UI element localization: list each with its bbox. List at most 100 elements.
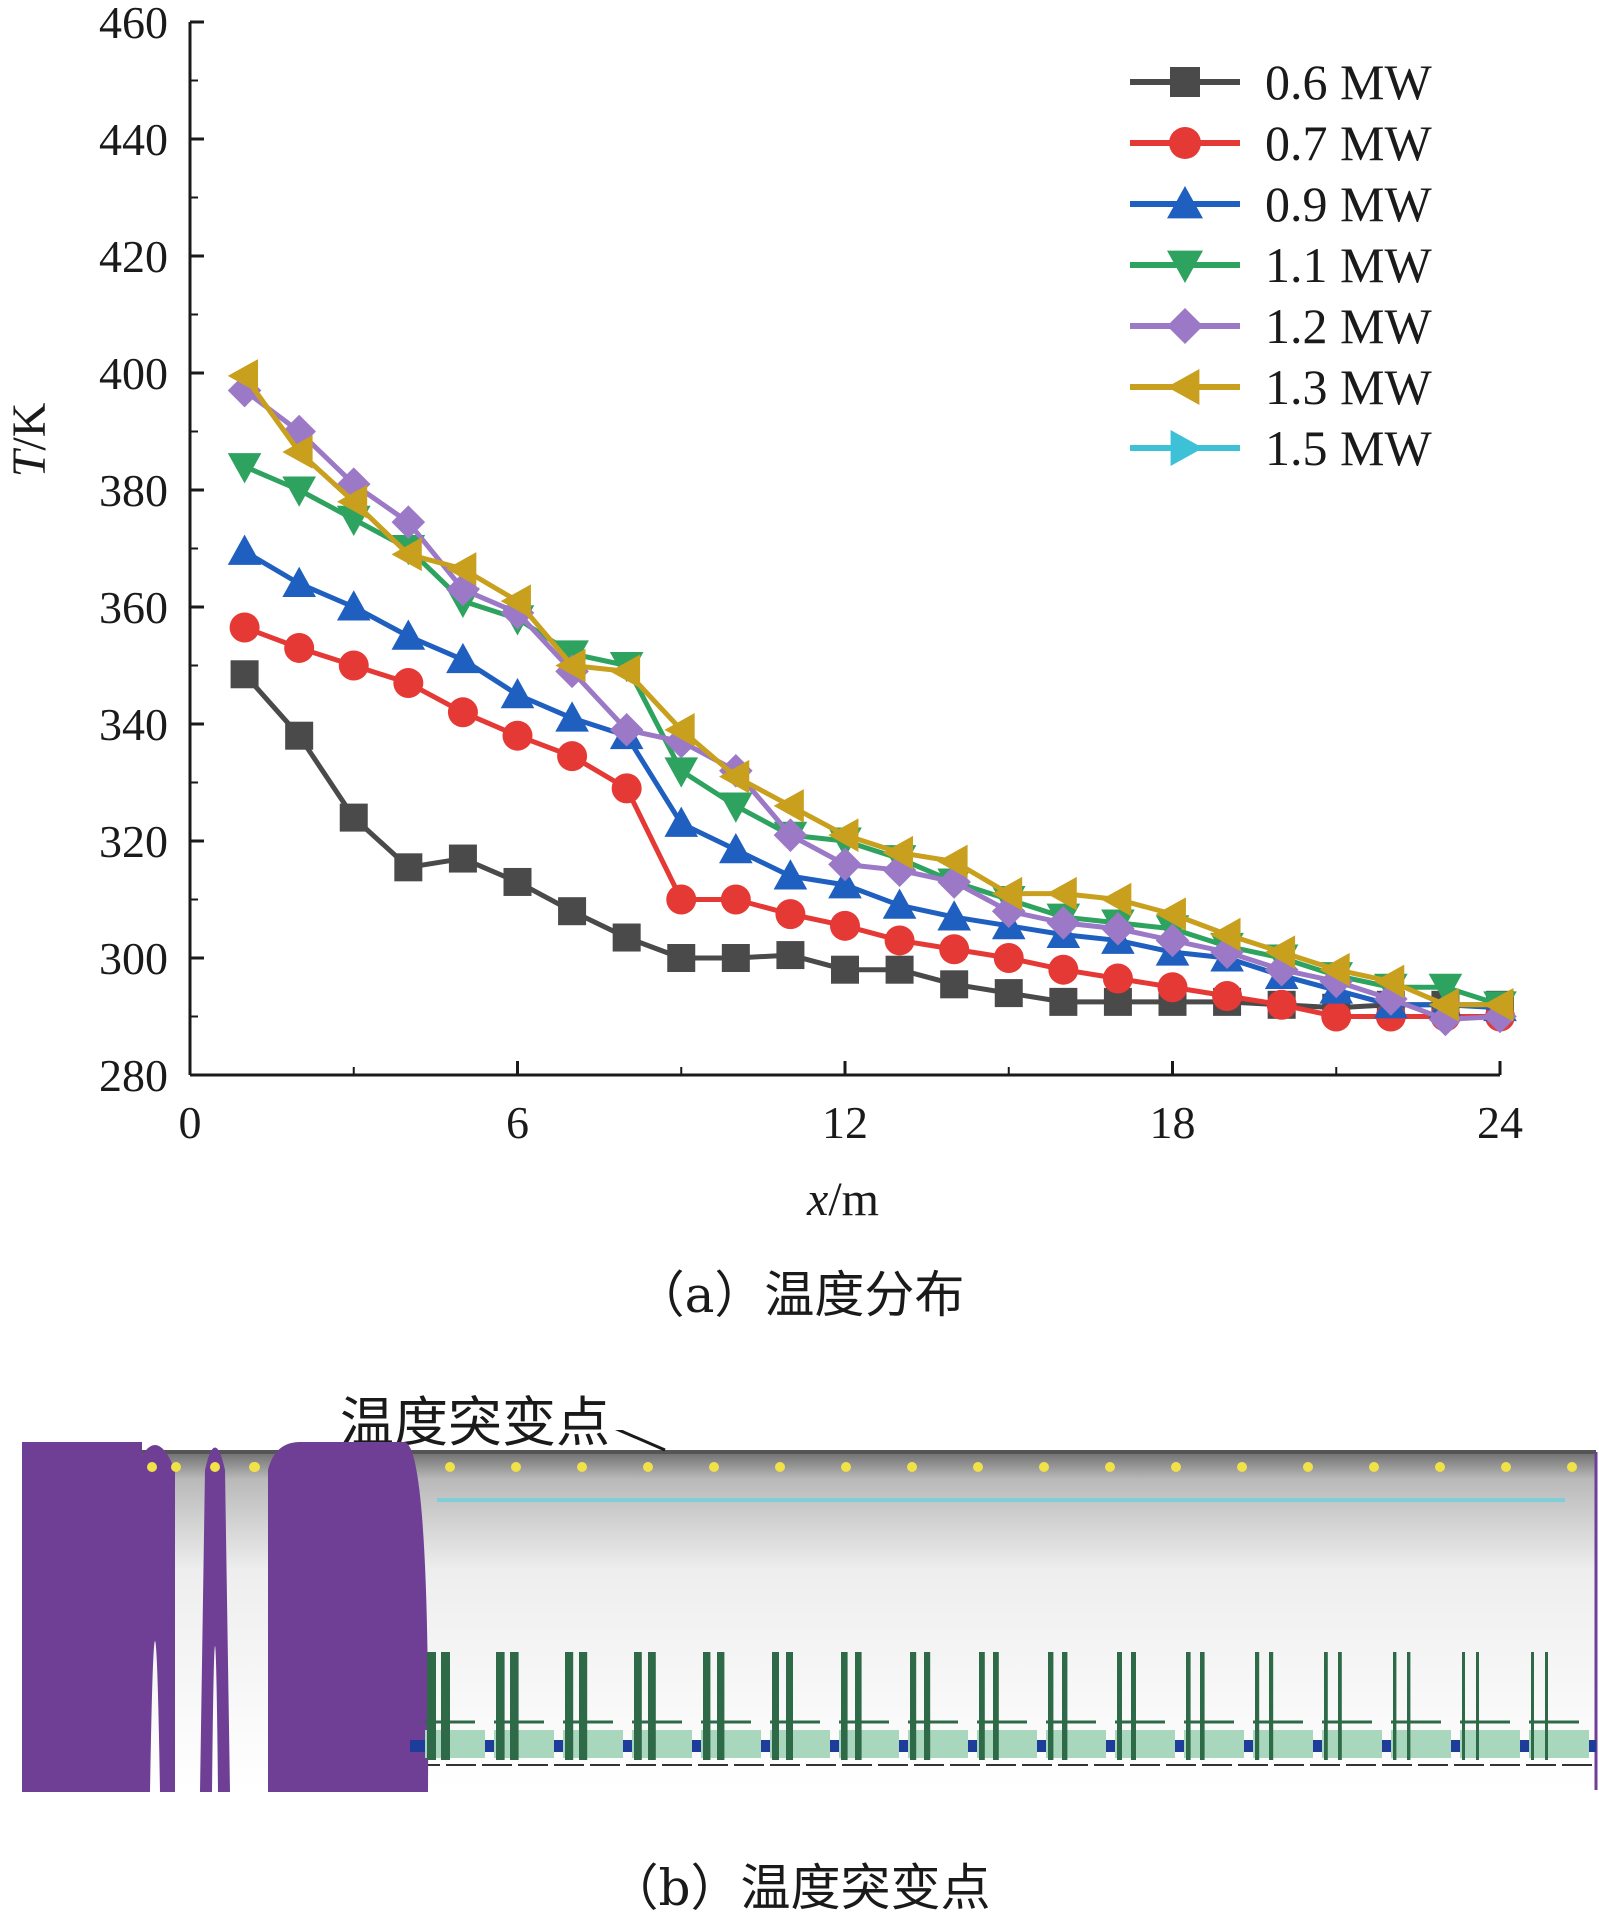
legend-label: 1.3 MW (1265, 359, 1432, 415)
legend-item: 0.6 MW (1130, 54, 1432, 110)
tunnel-bracket-post (703, 1652, 711, 1760)
tunnel-bracket-post (565, 1652, 574, 1760)
data-point (828, 818, 859, 852)
tunnel-lamp (171, 1462, 181, 1472)
tunnel-lamp (775, 1462, 785, 1472)
tunnel-bracket-post (1462, 1652, 1465, 1760)
x-tick-label: 6 (506, 1097, 529, 1148)
tunnel-portal-left (22, 1442, 142, 1792)
data-point (831, 955, 859, 984)
data-point (1428, 973, 1463, 1005)
data-point (940, 970, 969, 999)
tunnel-bracket-post (648, 1652, 656, 1760)
data-point (664, 806, 699, 837)
y-tick-label: 280 (99, 1050, 168, 1101)
data-point (558, 897, 587, 926)
legend-swatch-marker (1170, 430, 1203, 466)
caption-b: （b）温度突变点 (608, 1859, 991, 1917)
data-point (448, 844, 477, 873)
data-point (446, 552, 477, 586)
data-point (446, 642, 480, 674)
data-point (285, 721, 314, 750)
data-point (282, 566, 316, 598)
data-point (336, 484, 368, 519)
legend-item: 0.7 MW (1130, 115, 1432, 171)
tunnel-bracket-post (1048, 1652, 1054, 1760)
series-line (243, 464, 1501, 1008)
data-point (667, 944, 696, 972)
tunnel-lamp (1303, 1462, 1313, 1472)
tunnel-bracket-post (924, 1652, 931, 1760)
x-axis-unit: /m (828, 1173, 879, 1226)
series-line (243, 549, 1501, 1011)
data-point (227, 373, 262, 408)
legend-item: 1.2 MW (1130, 298, 1432, 354)
data-point (609, 713, 644, 747)
data-point (828, 868, 862, 899)
data-point (991, 876, 1023, 911)
temperature-chart: 280 300 320 340 360 380 400 420 440 460 0 6 12 18 24 0… (3, 0, 1523, 1226)
data-point (447, 697, 478, 728)
tunnel-bracket-base (1253, 1730, 1313, 1758)
data-point (719, 832, 753, 864)
legend-label: 1.2 MW (1265, 298, 1432, 354)
data-point (776, 941, 805, 970)
tunnel-bracket-base (1115, 1730, 1175, 1758)
y-tick-label: 440 (99, 114, 168, 165)
tunnel-lamp (511, 1462, 521, 1472)
data-point (282, 476, 316, 507)
data-point (775, 899, 806, 930)
x-tick-label: 12 (822, 1097, 868, 1148)
tunnel-bracket-base (1529, 1730, 1589, 1758)
tunnel-lamp (841, 1462, 851, 1472)
y-tick-label: 300 (99, 933, 168, 984)
data-point (994, 979, 1023, 1008)
data-point (830, 910, 860, 941)
data-point (1428, 988, 1459, 1022)
data-point (1155, 897, 1186, 931)
legend-item: 1.1 MW (1130, 237, 1432, 293)
tunnel-bracket-post (634, 1652, 642, 1760)
data-point (500, 584, 531, 618)
series-line (243, 388, 1501, 1022)
data-point (1046, 876, 1077, 911)
tunnel-bracket-post (1531, 1652, 1534, 1760)
data-point (664, 757, 699, 788)
tunnel-lamp (250, 1462, 260, 1472)
data-point (1210, 917, 1241, 952)
data-point (666, 884, 697, 915)
tunnel-bracket-post (1338, 1652, 1342, 1760)
tunnel-bracket-post (772, 1652, 779, 1760)
tunnel-bracket-base (839, 1730, 899, 1758)
data-point (1101, 882, 1132, 917)
data-point (1046, 906, 1081, 940)
tunnel-bracket-base (770, 1730, 830, 1758)
tunnel-lamp (1105, 1462, 1115, 1472)
data-point (227, 359, 259, 393)
y-axis-label: T/K (3, 402, 56, 477)
data-point (227, 453, 262, 484)
legend-swatch-marker (1167, 186, 1203, 219)
tunnel-lamp (1039, 1462, 1049, 1472)
data-point (1321, 1001, 1352, 1032)
tunnel-bracket-post (910, 1652, 917, 1760)
tunnel-lamp (709, 1462, 719, 1472)
data-point (557, 741, 588, 772)
data-point (1266, 989, 1297, 1020)
data-point (1101, 911, 1135, 946)
y-tick-label: 340 (99, 699, 168, 750)
tunnel-bracket-post (579, 1652, 588, 1760)
tunnel-bracket-post (510, 1652, 519, 1760)
tunnel-portal-arch-2 (200, 1447, 230, 1792)
tunnel-bracket-post (427, 1652, 436, 1760)
caption-a: （a）温度分布 (634, 1266, 965, 1324)
data-point (611, 773, 642, 804)
legend-label: 0.9 MW (1265, 176, 1432, 232)
tunnel-lamp (1435, 1462, 1445, 1472)
data-point (502, 720, 533, 751)
tunnel-lamp (1567, 1462, 1577, 1472)
legend-label: 0.6 MW (1265, 54, 1432, 110)
tunnel-bracket-post (1131, 1652, 1136, 1760)
x-tick-label: 18 (1150, 1097, 1196, 1148)
data-point (1048, 954, 1079, 985)
